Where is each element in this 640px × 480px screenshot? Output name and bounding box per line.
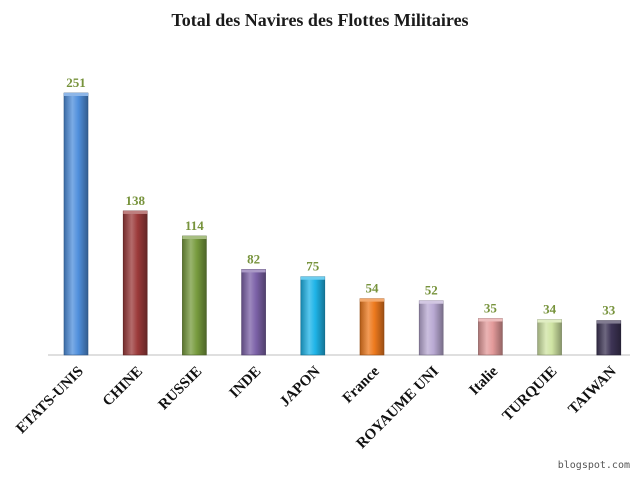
value-label: 75 (306, 259, 320, 274)
chart-title: Total des Navires des Flottes Militaires (171, 10, 468, 30)
value-label: 35 (484, 300, 498, 315)
bar-cap (360, 298, 384, 302)
bar-chine (122, 210, 148, 356)
bar-turquie (537, 319, 562, 356)
category-label: CHINE (100, 364, 146, 410)
bar-cap (419, 300, 444, 304)
value-label: 114 (185, 218, 204, 233)
value-label: 54 (366, 281, 380, 296)
category-label: INDE (227, 364, 265, 402)
bar-inde (241, 269, 266, 356)
category-label: France (340, 363, 383, 406)
bar-taiwan (596, 320, 622, 356)
bar-cap (300, 276, 325, 280)
bar-cap (596, 320, 621, 324)
value-label: 52 (425, 283, 438, 298)
category-label: Italie (466, 363, 501, 398)
category-label: TAIWAN (565, 363, 619, 417)
bar-cap (241, 269, 266, 273)
value-label: 251 (66, 75, 86, 90)
category-label: RUSSIE (156, 364, 206, 414)
bar-russie (182, 235, 207, 356)
value-label: 34 (543, 302, 557, 317)
value-label: 82 (247, 251, 260, 266)
bar-cap (478, 318, 503, 322)
bar-cap (123, 210, 148, 214)
category-label: TURQUIE (500, 364, 561, 425)
bar-royaume-uni (418, 300, 444, 356)
value-label: 138 (125, 193, 145, 208)
watermark: blogspot.com (558, 460, 630, 471)
bar-cap (182, 236, 207, 240)
bar-etats-unis (63, 92, 89, 356)
category-label: JAPON (277, 363, 324, 410)
bar-italie (478, 318, 503, 356)
value-label: 33 (602, 303, 616, 318)
bar-japon (300, 276, 326, 356)
bar-france (359, 298, 385, 356)
bar-cap (64, 93, 88, 96)
bar-cap (537, 319, 562, 323)
category-label: ETATS-UNIS (13, 364, 86, 437)
